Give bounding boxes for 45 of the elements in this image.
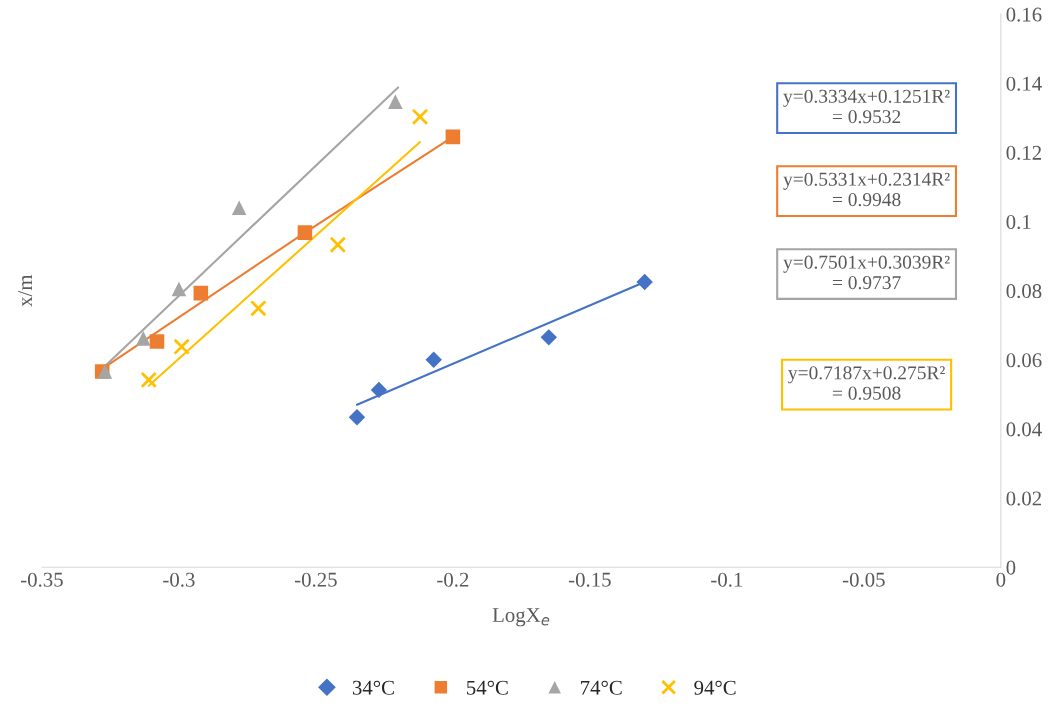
y-axis-title: x/m: [18, 274, 33, 307]
x-tick-label: 0: [996, 572, 1006, 587]
legend-label: 54°C: [467, 680, 508, 695]
point: [250, 299, 267, 317]
y-tick-label: 0.1: [1006, 214, 1031, 230]
y-tick-label: 0.06: [1006, 353, 1042, 368]
point: [149, 334, 165, 349]
x-tick-label: -0.25: [294, 572, 337, 587]
x-axis-title: LogX$_{e}$: [492, 608, 550, 627]
point: [171, 281, 187, 297]
x-tick-label: -0.35: [21, 572, 63, 587]
point: [193, 285, 209, 301]
point: [231, 200, 247, 216]
y-tick-label: 0.12: [1006, 145, 1042, 160]
annotation: y=0.7501x+0.3039R² = 0.9737: [783, 255, 950, 290]
y-tick-label: 0.14: [1006, 76, 1042, 91]
y-tick-label: 0.02: [1006, 491, 1042, 506]
point: [329, 236, 347, 254]
y-tick-label: 0.04: [1006, 422, 1042, 437]
point: [540, 329, 557, 346]
annotation: y=0.3334x+0.1251R² = 0.9532: [783, 89, 950, 124]
point: [173, 338, 190, 356]
legend-label: 94°C: [694, 680, 736, 695]
point: [411, 108, 429, 126]
annotation: y=0.7187x+0.275R² = 0.9508: [788, 366, 945, 400]
y-tick-label: 0.08: [1006, 284, 1042, 299]
x-tick-label: -0.05: [842, 572, 885, 587]
point: [636, 273, 653, 291]
point: [388, 94, 403, 109]
annotation: y=0.5331x+0.2314R² = 0.9948: [783, 172, 950, 207]
legend-label: 74°C: [581, 680, 622, 695]
legend-label: 34°C: [352, 680, 394, 695]
point: [140, 371, 158, 389]
point: [425, 351, 442, 369]
y-tick-label: 0.16: [1006, 7, 1042, 22]
x-tick-label: -0.15: [568, 572, 611, 587]
point: [370, 381, 388, 399]
point: [297, 225, 313, 240]
point: [348, 408, 366, 426]
x-tick-label: -0.2: [437, 572, 469, 587]
x-tick-label: -0.3: [163, 572, 195, 587]
point: [136, 331, 151, 346]
y-tick-label: 0: [1006, 560, 1016, 575]
x-tick-label: -0.1: [711, 572, 743, 587]
point: [445, 129, 461, 145]
